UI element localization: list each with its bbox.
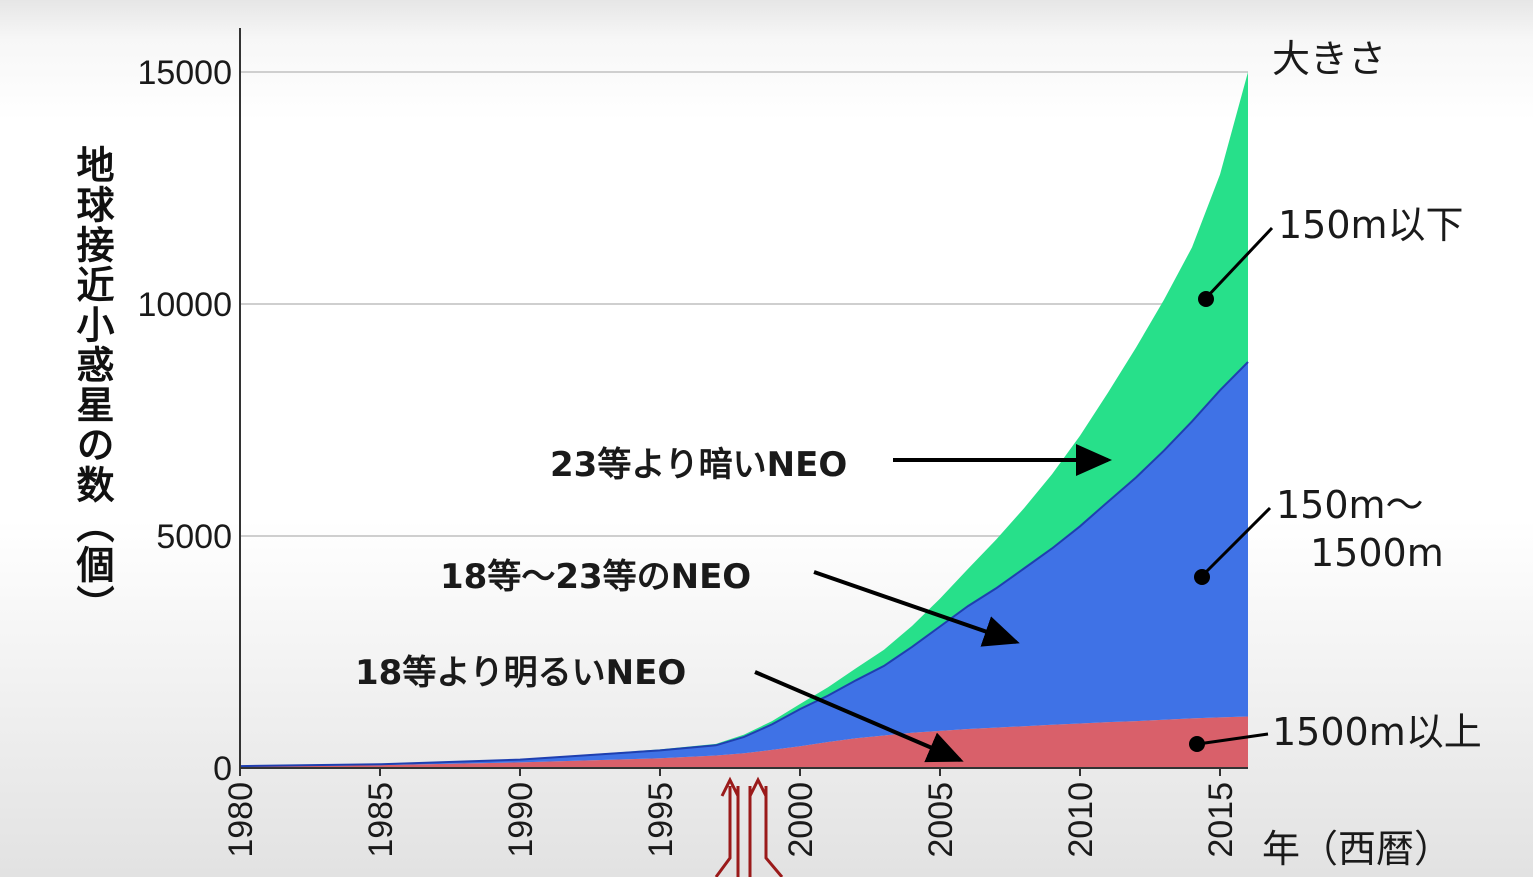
area-series-1 [240,362,1248,767]
y-tick-label-0: 0 [213,750,232,788]
size-label-150-1500m-line1: 150m～ [1276,483,1424,527]
size-leader-150-1500m [1200,506,1272,578]
size-label-150-1500m-line2: 1500m [1310,531,1444,575]
y-tick-labels: 0 5000 10000 15000 [137,54,232,788]
x-tick-label-1995: 1995 [642,782,680,858]
x-tick-labels: 1980 1985 1990 1995 2000 2005 2010 2015 [222,768,1240,858]
annotation-mid-neo-arrow [813,570,1020,647]
size-leader-under-150m [1204,226,1274,300]
size-leader-over-1500m [1197,732,1269,746]
size-legend-title: 大きさ [1272,37,1386,81]
stacked-areas [239,72,1249,768]
annotation-bright-neo-arrow [754,670,964,763]
size-dot-under-150m [1198,291,1214,307]
y-tick-label-10000: 10000 [137,286,232,324]
size-dot-150-1500m [1194,569,1210,585]
event-marker-arrows [714,776,784,877]
x-tick-label-1985: 1985 [362,782,400,858]
area-series-0 [240,716,1248,768]
size-dot-over-1500m [1189,736,1205,752]
size-label-under-150m: 150m以下 [1278,203,1464,247]
x-axis-label: 年（西暦） [1262,827,1452,871]
area-edge-line [239,361,1249,768]
y-tick-label-5000: 5000 [156,518,232,556]
y-axis-label: 地球接近小惑星の数（個） [70,145,115,625]
annotation-mid-neo: 18等～23等のNEO [440,557,751,597]
x-tick-label-2015: 2015 [1202,782,1240,858]
x-tick-label-1990: 1990 [502,782,540,858]
y-tick-label-15000: 15000 [137,54,232,92]
annotation-dark-neo: 23等より暗いNEO [550,445,847,485]
x-tick-label-1980: 1980 [222,782,260,858]
size-label-over-1500m: 1500m以上 [1272,710,1482,754]
x-tick-label-2000: 2000 [782,782,820,858]
x-tick-label-2005: 2005 [922,782,960,858]
x-tick-label-2010: 2010 [1062,782,1100,858]
annotation-bright-neo: 18等より明るいNEO [355,653,686,693]
